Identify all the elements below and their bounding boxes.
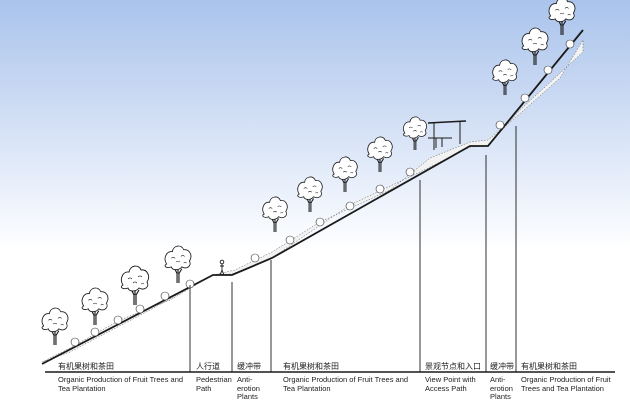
zone-label-zh: 人行道 xyxy=(196,362,220,371)
zone-label-en: Anti- erotion Plants xyxy=(490,375,513,402)
zone-label-en: Anti- erotion Plants xyxy=(237,375,260,402)
terrain-line xyxy=(41,29,584,365)
tree-icon xyxy=(41,0,576,346)
zone-label-zh: 有机果树和茶田 xyxy=(521,362,577,371)
zone-label-en: Organic Production of Fruit Trees and Te… xyxy=(283,375,409,393)
zone-label-zh: 景观节点和入口 xyxy=(425,362,481,371)
zone-label-en: Organic Production of Fruit Trees and Te… xyxy=(58,375,184,393)
zone-label-orchard-2: 有机果树和茶田 Organic Production of Fruit Tree… xyxy=(283,362,413,393)
zone-label-en: Organic Production of Fruit Trees and Te… xyxy=(521,375,611,393)
zone-label-zh: 有机果树和茶田 xyxy=(283,362,339,371)
zone-dividers xyxy=(189,126,517,372)
zone-label-buffer-2: 缓冲带 Anti- erotion Plants xyxy=(490,362,518,402)
zone-label-zh: 缓冲带 xyxy=(237,362,261,371)
zone-label-viewpoint: 景观节点和入口 View Point with Access Path xyxy=(425,362,485,393)
shrub-row xyxy=(70,39,575,347)
zone-label-zh: 有机果树和茶田 xyxy=(58,362,114,371)
zone-label-zh: 缓冲带 xyxy=(490,362,514,371)
zone-label-orchard-3: 有机果树和茶田 Organic Production of Fruit Tree… xyxy=(521,362,621,393)
zone-label-orchard-1: 有机果树和茶田 Organic Production of Fruit Tree… xyxy=(58,362,190,393)
zone-label-en: View Point with Access Path xyxy=(425,375,476,393)
pavilion-icon xyxy=(427,120,467,150)
zone-label-buffer-1: 缓冲带 Anti- erotion Plants xyxy=(237,362,269,402)
person-icon xyxy=(219,259,225,276)
zone-label-en: Pedestrian Path xyxy=(196,375,232,393)
zone-label-pedestrian: 人行道 Pedestrian Path xyxy=(196,362,232,393)
